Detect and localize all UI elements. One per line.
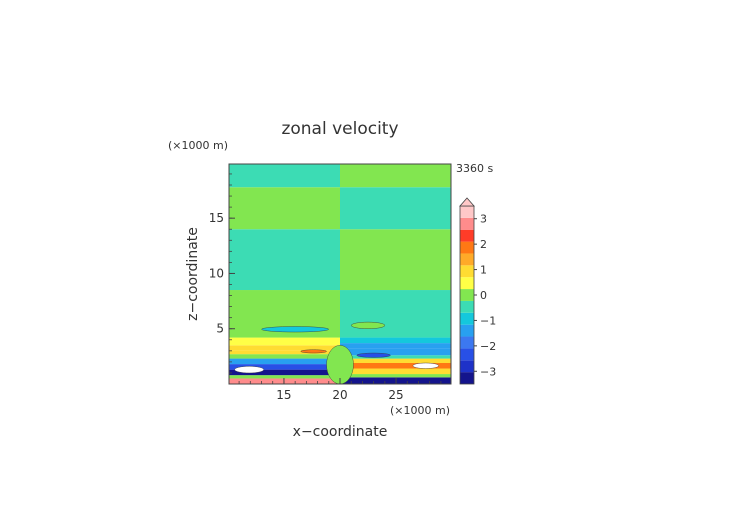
contour-cell bbox=[262, 327, 329, 333]
colorbar-tick-label: 2 bbox=[480, 238, 487, 251]
contour-band bbox=[340, 290, 451, 338]
x-tick-label: 25 bbox=[388, 388, 403, 402]
colorbar-segment bbox=[460, 372, 474, 384]
colorbar-segment bbox=[460, 301, 474, 313]
contour-cell bbox=[235, 366, 264, 373]
colorbar-segment bbox=[460, 265, 474, 277]
contour-band bbox=[340, 229, 451, 290]
contour-cell bbox=[357, 353, 391, 357]
contour-band bbox=[340, 359, 451, 363]
colorbar-segment bbox=[460, 337, 474, 349]
colorbar-segment bbox=[460, 218, 474, 230]
x-unit-label: (×1000 m) bbox=[390, 404, 450, 417]
contour-band bbox=[229, 338, 340, 346]
x-axis-label: x−coordinate bbox=[293, 424, 388, 440]
contour-band bbox=[229, 359, 340, 365]
colorbar-tick-label: −2 bbox=[480, 340, 496, 353]
contour-band bbox=[340, 187, 451, 229]
x-tick-label: 20 bbox=[332, 388, 347, 402]
contour-band bbox=[229, 164, 340, 187]
colorbar-segment bbox=[460, 277, 474, 289]
contour-cell bbox=[351, 322, 385, 329]
colorbar-segment bbox=[460, 325, 474, 337]
contour-band bbox=[229, 187, 340, 229]
y-axis-label: z−coordinate bbox=[185, 227, 201, 321]
contour-band bbox=[229, 229, 340, 290]
contour-band bbox=[340, 164, 451, 187]
y-tick-label: 5 bbox=[216, 322, 224, 336]
contour-band bbox=[340, 343, 451, 349]
time-label: 3360 s bbox=[456, 162, 493, 175]
contour-band bbox=[340, 369, 451, 375]
x-tick-label: 15 bbox=[276, 388, 291, 402]
colorbar-segment bbox=[460, 360, 474, 372]
y-tick-label: 15 bbox=[209, 211, 224, 225]
colorbar-tick-label: −1 bbox=[480, 314, 496, 327]
contour-band bbox=[340, 349, 451, 356]
chart-title: zonal velocity bbox=[281, 119, 398, 139]
contour-cell bbox=[413, 363, 439, 369]
colorbar-segment bbox=[460, 230, 474, 242]
colorbar: 3 2 1 0 −1 −2 −3 bbox=[460, 198, 496, 384]
contour-band bbox=[340, 338, 451, 344]
y-unit-label: (×1000 m) bbox=[168, 139, 228, 152]
colorbar-segment bbox=[460, 348, 474, 360]
colorbar-extend-arrow bbox=[460, 198, 474, 206]
contour-band bbox=[229, 354, 340, 358]
contour-band bbox=[229, 378, 340, 384]
contour-band bbox=[340, 355, 451, 358]
colorbar-tick-label: −3 bbox=[480, 365, 496, 378]
contour-cell bbox=[301, 350, 327, 353]
y-tick-label: 10 bbox=[209, 266, 224, 280]
colorbar-segment bbox=[460, 313, 474, 325]
colorbar-segment bbox=[460, 242, 474, 254]
colorbar-segment bbox=[460, 289, 474, 301]
colorbar-segment bbox=[460, 253, 474, 265]
colorbar-tick-label: 3 bbox=[480, 213, 487, 226]
contour-band bbox=[340, 374, 451, 377]
colorbar-tick-label: 1 bbox=[480, 264, 487, 277]
contour-band bbox=[340, 377, 451, 384]
colorbar-segment bbox=[460, 206, 474, 218]
colorbar-tick-label: 0 bbox=[480, 289, 487, 302]
plot-area bbox=[229, 164, 451, 384]
contour-band bbox=[229, 375, 340, 378]
